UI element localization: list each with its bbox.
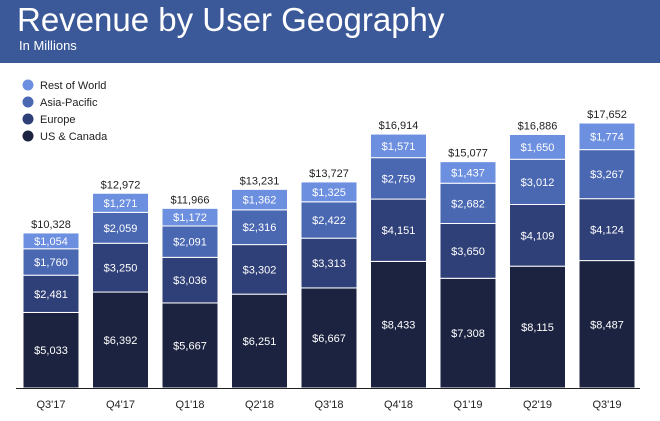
data-label-asia-pacific: $3,012 <box>521 177 555 189</box>
page-title: Revenue by User Geography <box>17 1 445 38</box>
bar-segment-europe <box>439 222 497 279</box>
data-label-us-canada: $6,251 <box>243 336 277 348</box>
data-label-europe: $2,481 <box>34 289 68 301</box>
bar-segment-rest-of-world <box>161 207 219 227</box>
bar-segment-rest-of-world <box>300 181 358 203</box>
data-label-rest-of-world: $1,054 <box>34 236 68 248</box>
legend-marker <box>22 130 34 142</box>
x-tick-label: Q1'19 <box>453 399 482 411</box>
data-label-europe: $3,036 <box>173 275 207 287</box>
x-tick-label: Q1'18 <box>175 399 204 411</box>
data-label-us-canada: $8,433 <box>382 320 416 332</box>
x-tick-label: Q2'18 <box>245 399 274 411</box>
bar-segment-europe <box>300 237 358 289</box>
bar-segment-us-canada <box>300 287 358 389</box>
data-label-us-canada: $5,667 <box>173 340 207 352</box>
legend-marker <box>22 113 34 125</box>
legend-label: Europe <box>40 114 75 126</box>
data-label-europe: $3,302 <box>243 264 277 276</box>
bar-segment-europe <box>161 256 219 304</box>
bar-segment-asia-pacific <box>370 157 427 200</box>
data-label-us-canada: $8,487 <box>590 319 624 331</box>
legend-marker <box>22 79 34 91</box>
bar-segment-europe <box>370 198 427 262</box>
bar-segment-us-canada <box>92 291 149 389</box>
bar-segment-asia-pacific <box>439 182 497 224</box>
bar-segment-europe <box>231 244 288 295</box>
data-label-rest-of-world: $1,362 <box>243 195 277 207</box>
legend-label: US & Canada <box>40 131 108 143</box>
data-label-rest-of-world: $1,325 <box>312 187 346 199</box>
data-label-europe: $4,109 <box>521 230 555 242</box>
data-label-asia-pacific: $3,267 <box>590 169 624 181</box>
x-tick-label: Q4'18 <box>384 399 413 411</box>
data-label-asia-pacific: $1,760 <box>34 257 68 269</box>
bar-segment-us-canada <box>161 302 219 389</box>
data-label-asia-pacific: $2,422 <box>312 215 346 227</box>
data-label-rest-of-world: $1,774 <box>590 131 624 143</box>
total-label: $15,077 <box>448 148 488 160</box>
bar-segment-asia-pacific <box>509 158 566 205</box>
x-tick-label: Q2'19 <box>523 399 552 411</box>
total-label: $11,966 <box>171 194 210 206</box>
total-label: $13,231 <box>240 175 280 187</box>
data-label-europe: $3,650 <box>451 246 485 258</box>
bar-segment-rest-of-world <box>92 192 149 213</box>
data-label-europe: $3,313 <box>312 258 346 270</box>
bar-segment-us-canada <box>439 277 497 389</box>
x-tick-label: Q3'17 <box>36 399 65 411</box>
data-label-us-canada: $7,308 <box>451 328 485 340</box>
data-label-us-canada: $6,667 <box>312 333 346 345</box>
data-label-rest-of-world: $1,571 <box>382 141 416 153</box>
data-label-asia-pacific: $2,759 <box>382 173 416 185</box>
x-tick-label: Q4'17 <box>106 399 135 411</box>
total-label: $12,972 <box>101 179 141 191</box>
bar-segment-us-canada <box>231 293 288 389</box>
data-label-us-canada: $5,033 <box>34 345 68 357</box>
data-label-rest-of-world: $1,437 <box>451 167 485 179</box>
bar-segment-rest-of-world <box>578 122 636 151</box>
total-label: $17,652 <box>587 109 627 121</box>
page-subtitle: In Millions <box>19 38 77 53</box>
data-label-us-canada: $6,392 <box>104 335 138 347</box>
total-label: $16,914 <box>379 120 419 132</box>
x-tick-label: Q3'18 <box>314 399 343 411</box>
header-banner: Revenue by User Geography In Millions <box>0 0 660 63</box>
data-label-europe: $4,124 <box>590 225 624 237</box>
data-label-asia-pacific: $2,059 <box>104 223 138 235</box>
legend-label: Asia-Pacific <box>40 97 98 109</box>
total-label: $10,328 <box>31 219 71 231</box>
bar-segment-rest-of-world <box>22 232 80 250</box>
data-label-rest-of-world: $1,172 <box>173 212 207 224</box>
total-label: $13,727 <box>309 168 349 180</box>
data-label-rest-of-world: $1,650 <box>521 142 555 154</box>
data-label-europe: $3,250 <box>104 263 138 275</box>
bar-segment-europe <box>509 203 566 267</box>
legend-label: Rest of World <box>40 80 106 92</box>
bar-segment-europe <box>92 242 149 293</box>
bar-segment-rest-of-world <box>370 133 427 159</box>
data-label-rest-of-world: $1,271 <box>104 198 138 210</box>
bar-segment-europe <box>22 274 80 313</box>
bar-segment-asia-pacific <box>92 211 149 244</box>
data-label-us-canada: $8,115 <box>521 322 554 334</box>
bar-segment-us-canada <box>22 311 80 389</box>
total-label: $16,886 <box>518 120 558 132</box>
bar-segment-rest-of-world <box>439 161 497 184</box>
legend-marker <box>22 96 34 108</box>
bar-segment-rest-of-world <box>231 188 288 211</box>
data-label-asia-pacific: $2,682 <box>451 198 485 210</box>
data-label-asia-pacific: $2,091 <box>173 237 207 249</box>
data-label-asia-pacific: $2,316 <box>243 222 277 234</box>
bar-segment-rest-of-world <box>509 133 566 160</box>
x-tick-label: Q3'19 <box>592 399 621 411</box>
data-label-europe: $4,151 <box>382 225 416 237</box>
